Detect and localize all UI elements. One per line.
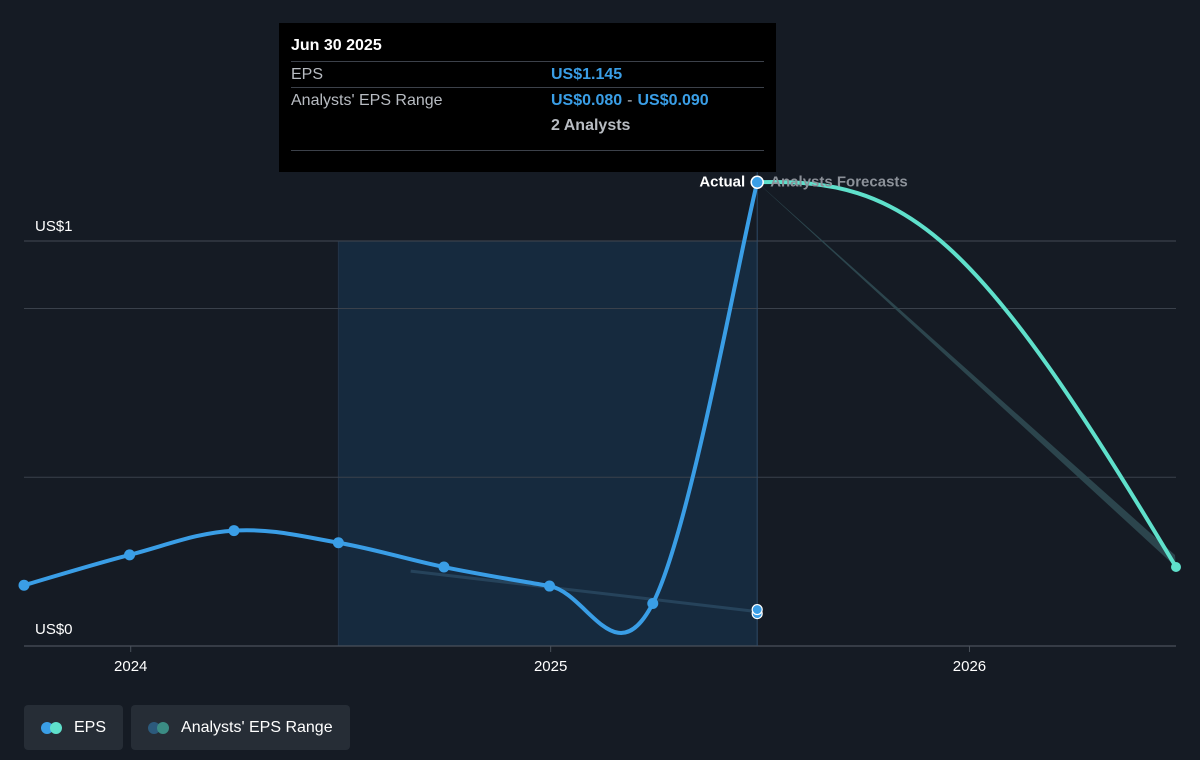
points-layer[interactable] bbox=[18, 175, 1182, 620]
y-tick-label: US$1 bbox=[35, 218, 73, 235]
eps-forecast-line bbox=[755, 179, 1178, 570]
chart-legend: EPS Analysts' EPS Range bbox=[24, 705, 350, 750]
eps-point bbox=[228, 525, 240, 537]
tooltip-eps-label: EPS bbox=[291, 65, 324, 83]
range-end-marker bbox=[751, 603, 763, 616]
legend-eps-button[interactable]: EPS bbox=[24, 705, 124, 750]
tooltip-range-row: Analysts' EPS Range US$0.080 - US$0.090 bbox=[291, 87, 764, 113]
eps-point bbox=[18, 579, 30, 591]
labels-layer: US$1 US$0 2024 2025 2026 Actual Analysts Forec… bbox=[35, 173, 986, 675]
eps-point bbox=[647, 597, 659, 609]
tooltip-range-label: Analysts' EPS Range bbox=[291, 91, 443, 109]
tooltip-date: Jun 30 2025 bbox=[291, 37, 382, 54]
range-legend-icon bbox=[148, 721, 172, 734]
tooltip-analyst-count: 2 Analysts bbox=[551, 117, 631, 134]
tooltip-range-high: US$0.090 bbox=[637, 91, 709, 109]
eps-legend-icon bbox=[41, 721, 65, 734]
eps-point bbox=[438, 561, 450, 573]
analysts-range-band bbox=[757, 182, 1176, 568]
forecast-label: Analysts Forecasts bbox=[770, 173, 908, 190]
tooltip-eps-value: US$1.145 bbox=[551, 65, 623, 83]
eps-point bbox=[332, 537, 344, 549]
eps-point bbox=[124, 549, 136, 561]
y-tick-label: US$0 bbox=[35, 621, 73, 638]
x-tick-label: 2025 bbox=[534, 658, 567, 675]
eps-point bbox=[750, 175, 764, 190]
x-tick-label: 2024 bbox=[114, 658, 147, 675]
grid-lines bbox=[24, 240, 1176, 647]
hover-tooltip: Jun 30 2025 EPS US$1.145 Analysts' EPS R… bbox=[279, 23, 776, 172]
forecast-end-point bbox=[1171, 562, 1181, 573]
x-tick-label: 2026 bbox=[953, 658, 986, 675]
actual-label: Actual bbox=[699, 173, 745, 190]
legend-range-button[interactable]: Analysts' EPS Range bbox=[131, 705, 350, 750]
past-forecast-line bbox=[410, 569, 758, 614]
legend-range-label: Analysts' EPS Range bbox=[181, 718, 333, 736]
tooltip-divider bbox=[291, 150, 764, 151]
tooltip-range-low: US$0.080 bbox=[551, 91, 623, 109]
tooltip-range-separator: - bbox=[627, 91, 633, 109]
legend-eps-label: EPS bbox=[74, 718, 107, 736]
eps-point bbox=[544, 580, 556, 592]
tooltip-eps-row: EPS US$1.145 bbox=[291, 61, 764, 87]
